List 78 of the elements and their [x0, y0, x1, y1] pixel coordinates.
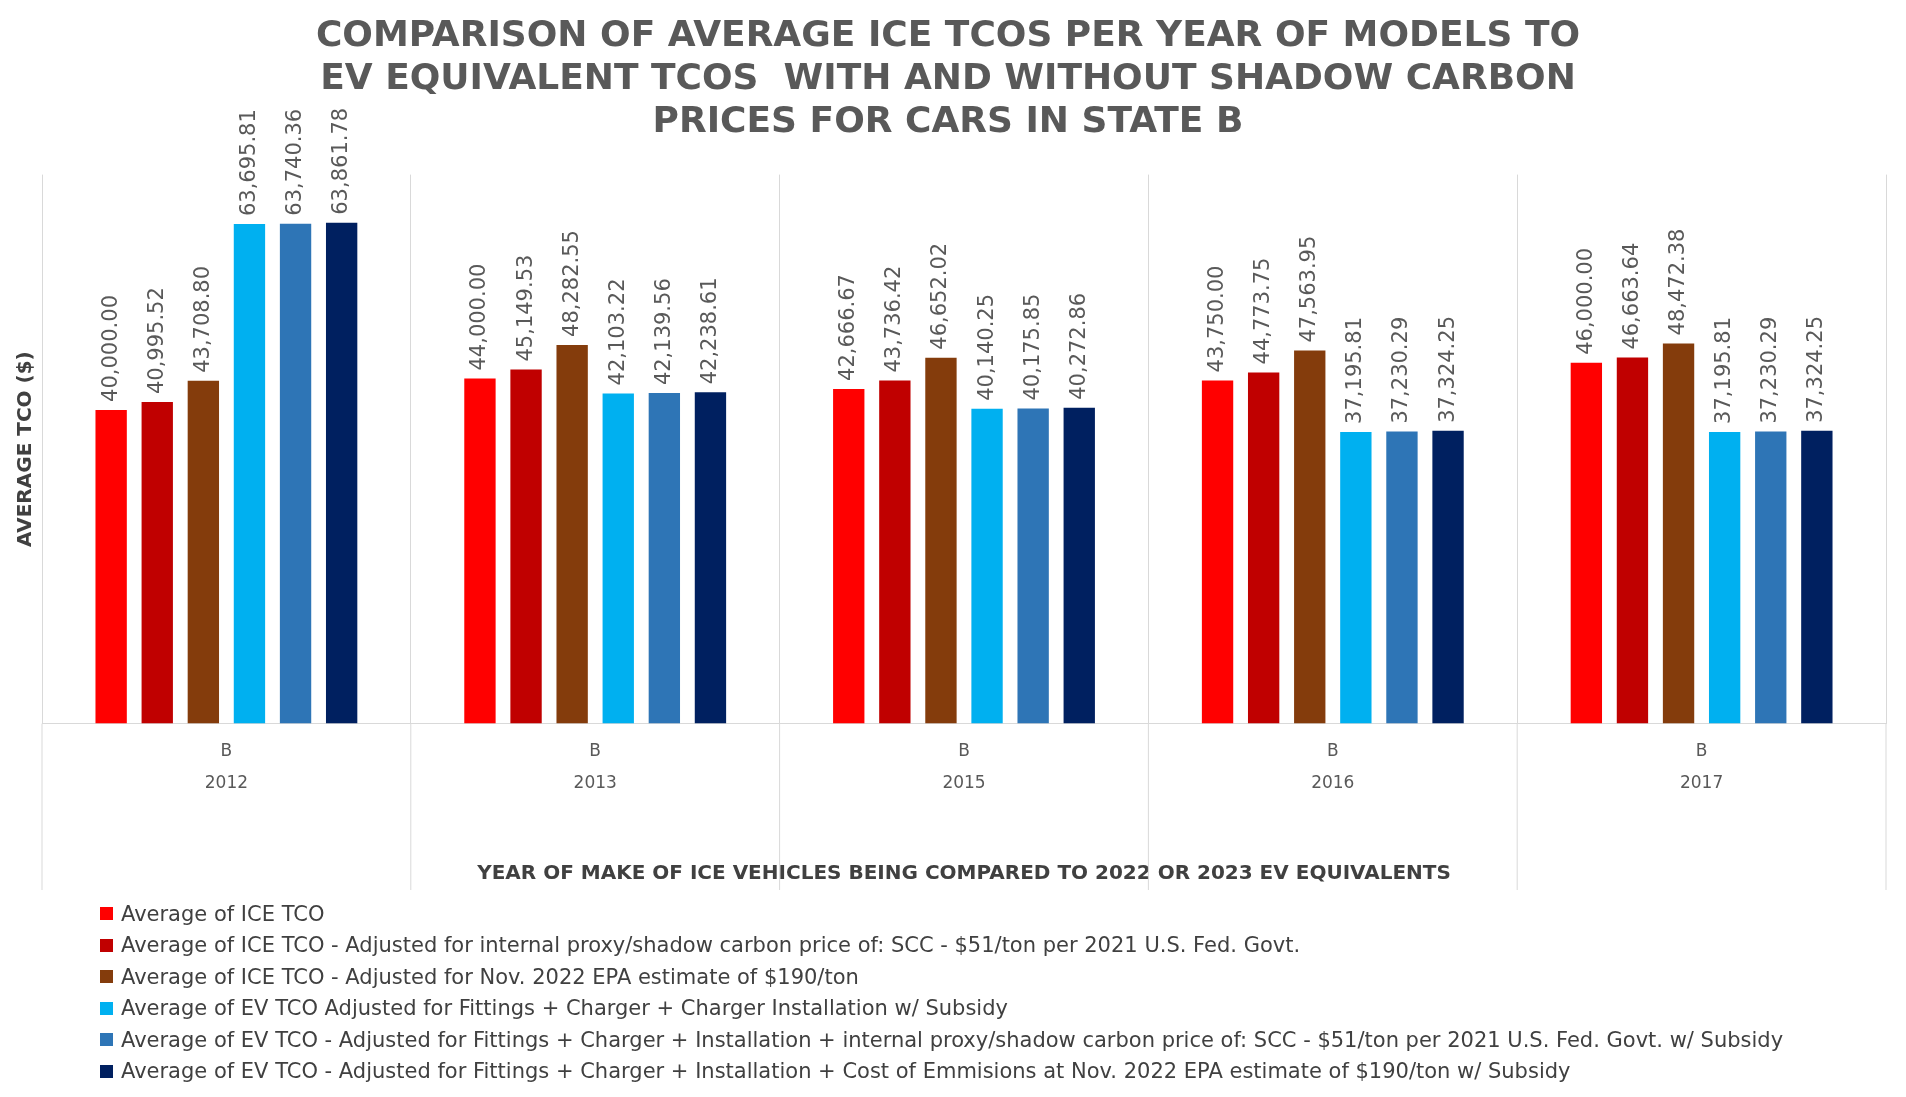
data-label: 43,750.00	[1204, 265, 1228, 373]
text: B	[589, 740, 602, 761]
data-label: 46,000.00	[1572, 247, 1597, 355]
data-label: 40,272.86	[1065, 292, 1090, 400]
data-label: 40,175.85	[1019, 293, 1044, 401]
legend-label: Average of EV TCO Adjusted for Fittings + Charger + Charger Installation w/ Subsidy	[121, 996, 1008, 1021]
data-label: 48,472.38	[1665, 228, 1689, 336]
data-label: 46,652.02	[927, 242, 952, 350]
data-label: 45,149.53	[512, 254, 537, 362]
x-tick-label: 2012	[204, 772, 249, 793]
data-label: 40,995.52	[143, 287, 168, 395]
bar	[1755, 431, 1787, 724]
bar	[1294, 350, 1326, 724]
bar	[279, 223, 312, 724]
data-label: 46,663.64	[1618, 242, 1643, 350]
data-label: 63,695.81	[235, 109, 260, 217]
legend-label: Average of ICE TCO - Adjusted for Nov. 2022 EPA estimate of $190/ton	[121, 964, 859, 989]
data-label: 44,773.75	[1250, 257, 1275, 365]
bar	[694, 392, 727, 724]
x-tick-label: 2013	[573, 772, 617, 793]
data-label: 37,324.25	[1434, 315, 1459, 423]
text: B	[958, 740, 970, 761]
bar	[1616, 357, 1649, 724]
data-label: 37,230.29	[1757, 316, 1782, 424]
bar	[1708, 431, 1741, 724]
bar	[1570, 362, 1603, 724]
data-label: 48,282.55	[558, 230, 583, 337]
data-label: 37,324.25	[1803, 315, 1828, 423]
data-label: 42,238.61	[696, 277, 721, 385]
y-axis-title: AVERAGE TCO ($)	[12, 351, 37, 547]
bar	[1201, 380, 1234, 724]
x-tick-label: 2017	[1679, 772, 1724, 793]
bar	[233, 224, 266, 724]
bar	[833, 388, 865, 724]
x-axis-title: YEAR OF MAKE OF ICE VEHICLES BEING COMPARED TO 2022 OR 2023 EV EQUIVALENTS	[476, 860, 1451, 885]
data-label: 37,195.81	[1342, 316, 1367, 424]
bar	[602, 393, 634, 724]
bar	[1340, 431, 1372, 724]
bar	[1017, 408, 1049, 724]
x-tick-label: 2016	[1311, 772, 1355, 793]
data-label: 43,736.42	[881, 265, 906, 373]
bar	[464, 378, 496, 724]
data-label: 63,740.36	[282, 108, 306, 216]
data-label: 43,708.80	[189, 265, 214, 373]
legend-label: Average of EV TCO - Adjusted for Fittings + Charger + Installation + Cost of Emmisions at Nov. 2022 EPA estimate of $190/ton w/ Subsidy	[121, 1059, 1571, 1084]
bar	[510, 369, 542, 724]
bar	[1063, 407, 1095, 724]
bar	[141, 402, 173, 724]
bar	[1247, 372, 1280, 724]
x-tick-label: 2015	[942, 772, 986, 793]
data-label: 42,666.67	[835, 274, 860, 381]
text: B	[220, 740, 233, 761]
bar	[1432, 430, 1464, 724]
data-label: 63,861.78	[328, 107, 353, 215]
data-label: 42,139.56	[650, 278, 675, 386]
data-label: 42,103.22	[604, 278, 629, 386]
bar	[556, 344, 588, 724]
text: B	[1695, 740, 1708, 761]
bar	[1662, 343, 1695, 724]
legend-label: Average of ICE TCO - Adjusted for internal proxy/shadow carbon price of: SCC - $51/ton per 2021 U.S. Fed. Govt.	[121, 933, 1301, 958]
data-label: 47,563.95	[1296, 235, 1321, 343]
bar	[1801, 430, 1833, 724]
bar	[971, 408, 1003, 724]
legend-label: Average of EV TCO - Adjusted for Fittings + Charger + Installation + internal proxy/shadow carbon price of: SCC - $51/ton per 2021 U.S. Fed. Govt. w/ Subsidy	[121, 1027, 1784, 1052]
data-label: 44,000.00	[466, 263, 491, 371]
data-label: 40,000.00	[97, 295, 122, 402]
bar	[925, 357, 957, 724]
data-label: 37,195.81	[1711, 316, 1736, 424]
data-label: 40,140.25	[973, 293, 998, 401]
data-label: 37,230.29	[1388, 316, 1413, 424]
bar	[95, 409, 127, 724]
bar	[1386, 431, 1418, 724]
bar	[325, 222, 358, 724]
bar	[879, 380, 911, 724]
bar	[187, 380, 220, 724]
legend-label: Average of ICE TCO	[121, 901, 325, 926]
text: B	[1326, 740, 1339, 761]
bar	[648, 393, 681, 724]
